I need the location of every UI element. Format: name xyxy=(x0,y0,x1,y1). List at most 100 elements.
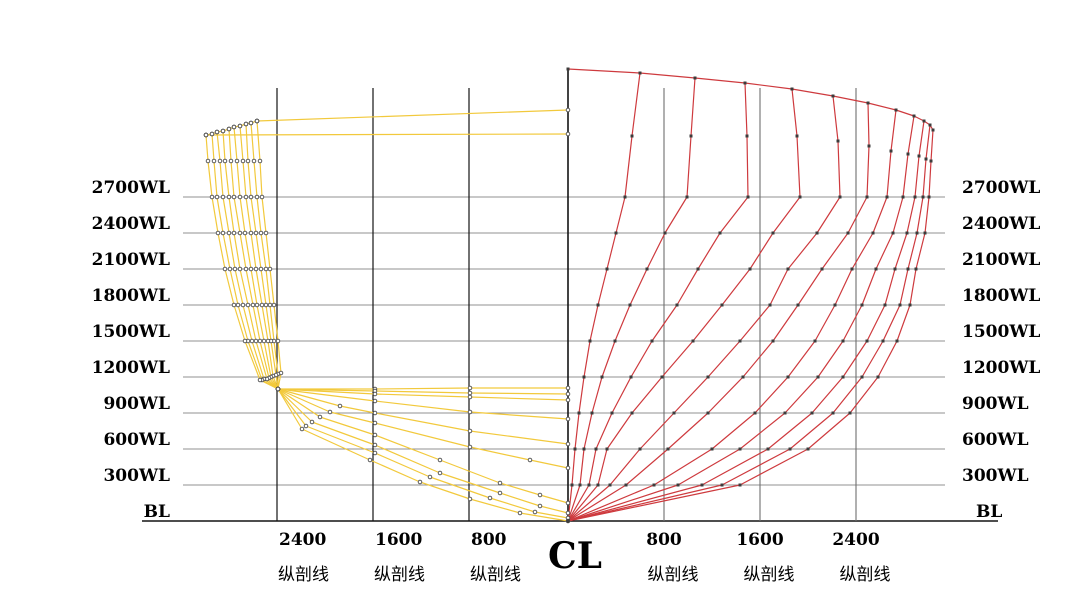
data-marker xyxy=(795,134,799,138)
data-marker xyxy=(226,230,232,236)
data-marker xyxy=(271,302,277,308)
data-marker xyxy=(865,339,869,343)
data-marker xyxy=(565,510,571,516)
data-marker xyxy=(232,266,238,272)
data-marker xyxy=(497,480,503,486)
data-marker xyxy=(929,159,933,163)
data-marker xyxy=(275,338,281,344)
canvas-background xyxy=(40,16,1071,586)
data-marker xyxy=(467,394,473,400)
data-marker xyxy=(299,426,305,432)
data-marker xyxy=(848,411,852,415)
data-marker xyxy=(629,375,633,379)
station-curve-fore-station-1 xyxy=(567,72,641,522)
data-marker xyxy=(237,230,243,236)
data-marker xyxy=(915,231,919,235)
data-marker xyxy=(209,131,215,137)
data-marker xyxy=(257,158,263,164)
data-marker xyxy=(706,411,710,415)
data-marker xyxy=(253,230,259,236)
data-marker xyxy=(231,124,237,130)
data-marker xyxy=(372,442,378,448)
data-marker xyxy=(917,154,921,158)
data-marker xyxy=(693,76,697,80)
data-marker xyxy=(259,194,265,200)
data-marker xyxy=(638,447,642,451)
data-marker xyxy=(566,519,570,523)
buttock-sublabel-right-1600: 纵剖线 xyxy=(744,565,795,585)
data-marker xyxy=(258,266,264,272)
data-marker xyxy=(254,194,260,200)
waterline-label-left-1200WL: 1200WL xyxy=(92,358,170,378)
data-marker xyxy=(630,411,634,415)
data-marker xyxy=(788,447,792,451)
data-marker xyxy=(850,267,854,271)
data-marker xyxy=(337,403,343,409)
data-marker xyxy=(624,483,628,487)
data-marker xyxy=(590,411,594,415)
data-marker xyxy=(215,230,221,236)
buttock-label-left-2400: 2400 xyxy=(279,530,326,550)
data-marker xyxy=(771,231,775,235)
buttock-label-left-800: 800 xyxy=(471,530,507,550)
data-marker xyxy=(891,231,895,235)
data-marker xyxy=(532,509,538,515)
data-marker xyxy=(231,194,237,200)
data-marker xyxy=(605,447,609,451)
data-marker xyxy=(222,158,228,164)
data-marker xyxy=(209,194,215,200)
data-marker xyxy=(610,411,614,415)
data-marker xyxy=(893,267,897,271)
data-marker xyxy=(243,266,249,272)
data-marker xyxy=(265,338,271,344)
data-marker xyxy=(217,158,223,164)
data-marker xyxy=(565,441,571,447)
station-curve-fore-station-10 xyxy=(567,124,931,522)
data-marker xyxy=(527,457,533,463)
station-curve-fore-station-11 xyxy=(567,129,934,522)
data-marker xyxy=(467,496,473,502)
data-marker xyxy=(220,230,226,236)
data-marker xyxy=(231,302,237,308)
data-marker xyxy=(253,266,259,272)
data-marker xyxy=(582,375,586,379)
data-marker xyxy=(253,338,259,344)
buttock-label-left-1600: 1600 xyxy=(375,530,422,550)
data-marker xyxy=(317,414,323,420)
data-marker xyxy=(497,490,503,496)
data-marker xyxy=(263,230,269,236)
data-marker xyxy=(831,411,835,415)
data-marker xyxy=(881,339,885,343)
data-marker xyxy=(237,194,243,200)
data-marker xyxy=(885,195,889,199)
data-marker xyxy=(672,411,676,415)
data-marker xyxy=(467,409,473,415)
data-marker xyxy=(537,492,543,498)
waterline-label-left-BL: BL xyxy=(144,502,170,522)
data-marker xyxy=(303,423,309,429)
data-marker xyxy=(243,121,249,127)
data-marker xyxy=(231,230,237,236)
data-marker xyxy=(437,470,443,476)
data-marker xyxy=(261,338,267,344)
waterline-label-left-2100WL: 2100WL xyxy=(92,250,170,270)
data-marker xyxy=(895,339,899,343)
data-marker xyxy=(257,338,263,344)
data-marker xyxy=(596,303,600,307)
buttock-label-right-1600: 1600 xyxy=(736,530,783,550)
data-marker xyxy=(831,94,835,98)
data-marker xyxy=(652,483,656,487)
waterline-label-left-1800WL: 1800WL xyxy=(92,286,170,306)
data-marker xyxy=(813,339,817,343)
data-marker xyxy=(738,447,742,451)
data-marker xyxy=(227,266,233,272)
data-marker xyxy=(650,339,654,343)
data-marker xyxy=(745,134,749,138)
data-marker xyxy=(372,450,378,456)
data-marker xyxy=(663,231,667,235)
waterline-label-left-2700WL: 2700WL xyxy=(92,178,170,198)
data-marker xyxy=(798,195,802,199)
data-marker xyxy=(596,483,600,487)
data-marker xyxy=(565,131,571,137)
data-marker xyxy=(600,375,604,379)
